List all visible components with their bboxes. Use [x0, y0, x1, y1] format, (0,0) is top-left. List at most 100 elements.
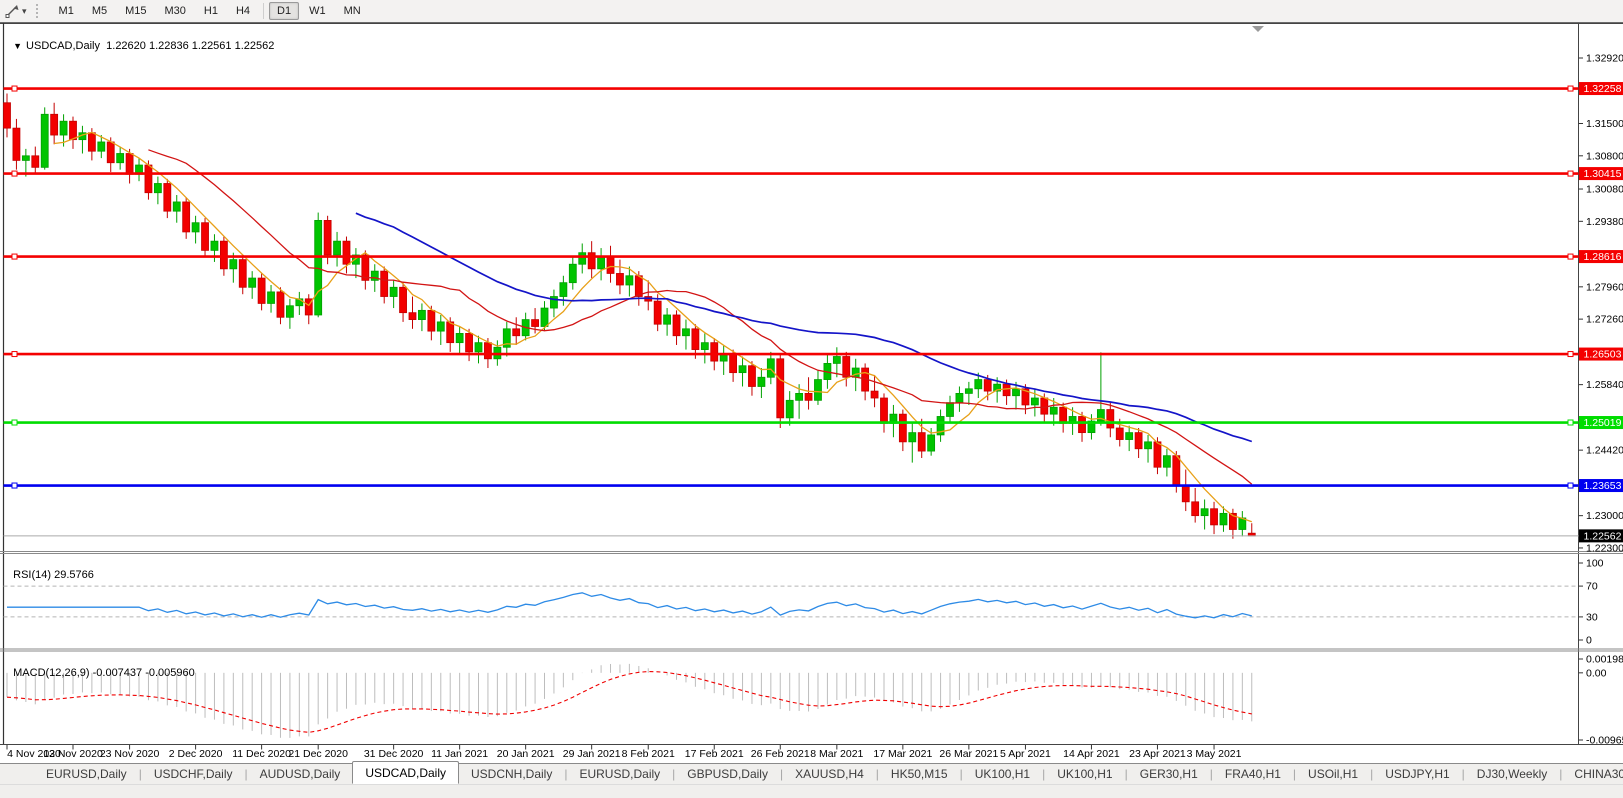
- chart-tab-usdjpy-h1[interactable]: USDJPY,H1: [1373, 764, 1461, 784]
- svg-text:1.32258: 1.32258: [1584, 83, 1622, 95]
- status-bar: [0, 784, 1623, 798]
- chart-tab-eurusd-daily[interactable]: EURUSD,Daily: [567, 764, 672, 784]
- chart-tab-usdchf-daily[interactable]: USDCHF,Daily: [142, 764, 245, 784]
- hline-handle: [1568, 483, 1573, 488]
- svg-text:1.30080: 1.30080: [1586, 184, 1623, 196]
- chart-tab-gbpusd-daily[interactable]: GBPUSD,Daily: [675, 764, 780, 784]
- collapse-arrow-icon[interactable]: ▼: [13, 41, 22, 51]
- hline-handle: [12, 254, 17, 259]
- chart-ohlc-values: 1.22620 1.22836 1.22561 1.22562: [106, 40, 274, 52]
- chart-tab-eurusd-daily[interactable]: EURUSD,Daily: [34, 764, 139, 784]
- timeframe-button-m1[interactable]: M1: [51, 2, 82, 20]
- chart-tab-ger30-h1[interactable]: GER30,H1: [1128, 764, 1210, 784]
- svg-text:1.30415: 1.30415: [1584, 168, 1622, 180]
- hline-handle: [12, 171, 17, 176]
- hline-handle: [12, 352, 17, 357]
- macd-name: MACD(12,26,9): [13, 667, 89, 679]
- chart-tab-audusd-daily[interactable]: AUDUSD,Daily: [248, 764, 353, 784]
- svg-text:1.32920: 1.32920: [1586, 53, 1623, 65]
- svg-text:1.26503: 1.26503: [1584, 349, 1622, 361]
- timeframe-button-h1[interactable]: H1: [196, 2, 226, 20]
- timeframe-button-w1[interactable]: W1: [301, 2, 334, 20]
- svg-text:-0.009659: -0.009659: [1586, 735, 1623, 747]
- chart-tab-xauusd-h4[interactable]: XAUUSD,H4: [783, 764, 876, 784]
- svg-text:1.25840: 1.25840: [1586, 379, 1623, 391]
- chart-tab-dj30-weekly[interactable]: DJ30,Weekly: [1465, 764, 1559, 784]
- svg-text:26 Feb 2021: 26 Feb 2021: [751, 748, 810, 760]
- hline-handle: [1568, 171, 1573, 176]
- svg-text:0.00: 0.00: [1586, 667, 1607, 679]
- svg-text:29 Jan 2021: 29 Jan 2021: [563, 748, 621, 760]
- hline-handle: [1568, 86, 1573, 91]
- svg-text:1.27960: 1.27960: [1586, 281, 1623, 293]
- svg-text:11 Dec 2020: 11 Dec 2020: [232, 748, 291, 760]
- macd-values: -0.007437 -0.005960: [93, 667, 195, 679]
- chart-tab-fra40-h1[interactable]: FRA40,H1: [1213, 764, 1293, 784]
- timeframe-button-h4[interactable]: H4: [228, 2, 258, 20]
- chart-tab-usdcnh-daily[interactable]: USDCNH,Daily: [459, 764, 564, 784]
- svg-text:70: 70: [1586, 581, 1598, 593]
- price-chart[interactable]: 1.32920 1.31500 1.30800 1.30080 1.29380 1.279…: [0, 0, 1623, 763]
- svg-text:5 Apr 2021: 5 Apr 2021: [1000, 748, 1051, 760]
- svg-text:1.23000: 1.23000: [1586, 510, 1623, 522]
- toolbar-grip[interactable]: [36, 4, 41, 18]
- timeframe-button-m15[interactable]: M15: [117, 2, 154, 20]
- svg-text:100: 100: [1586, 558, 1604, 570]
- svg-text:1.29380: 1.29380: [1586, 216, 1623, 228]
- svg-text:1.22300: 1.22300: [1586, 542, 1623, 554]
- svg-text:1.25019: 1.25019: [1584, 417, 1622, 429]
- hline-handle: [1568, 420, 1573, 425]
- svg-text:26 Mar 2021: 26 Mar 2021: [939, 748, 998, 760]
- svg-text:1.27260: 1.27260: [1586, 314, 1623, 326]
- svg-text:1.28616: 1.28616: [1584, 251, 1622, 263]
- svg-text:14 Apr 2021: 14 Apr 2021: [1063, 748, 1120, 760]
- svg-text:31 Dec 2020: 31 Dec 2020: [364, 748, 424, 760]
- rsi-name: RSI(14): [13, 569, 51, 581]
- hline-handle: [1568, 352, 1573, 357]
- chart-tab-uk100-h1[interactable]: UK100,H1: [1045, 764, 1124, 784]
- svg-text:0.001989: 0.001989: [1586, 654, 1623, 666]
- hline-handle: [12, 483, 17, 488]
- trendline-tool-icon[interactable]: [4, 3, 20, 19]
- svg-text:1.23653: 1.23653: [1584, 480, 1622, 492]
- timeframe-button-m30[interactable]: M30: [157, 2, 194, 20]
- svg-text:2 Dec 2020: 2 Dec 2020: [169, 748, 223, 760]
- svg-text:13 Nov 2020: 13 Nov 2020: [43, 748, 103, 760]
- timeframe-button-d1[interactable]: D1: [269, 2, 299, 20]
- hline-handle: [12, 86, 17, 91]
- chart-title: ▼ USDCAD,Daily 1.22620 1.22836 1.22561 1.…: [7, 28, 274, 52]
- chart-tab-usoil-h1[interactable]: USOil,H1: [1296, 764, 1370, 784]
- svg-text:11 Jan 2021: 11 Jan 2021: [431, 748, 488, 760]
- svg-text:17 Feb 2021: 17 Feb 2021: [685, 748, 744, 760]
- chart-tab-china300-h1[interactable]: CHINA300,H1: [1562, 764, 1623, 784]
- svg-text:8 Feb 2021: 8 Feb 2021: [622, 748, 675, 760]
- svg-text:8 Mar 2021: 8 Mar 2021: [810, 748, 863, 760]
- svg-text:1.30800: 1.30800: [1586, 150, 1623, 162]
- rsi-pane-label: RSI(14) 29.5766: [7, 557, 94, 581]
- svg-text:20 Jan 2021: 20 Jan 2021: [497, 748, 555, 760]
- svg-text:17 Mar 2021: 17 Mar 2021: [873, 748, 932, 760]
- chart-symbol: USDCAD,Daily: [26, 40, 100, 52]
- chart-tab-hk50-m15[interactable]: HK50,M15: [879, 764, 960, 784]
- chart-tab-uk100-h1[interactable]: UK100,H1: [963, 764, 1042, 784]
- svg-text:3 May 2021: 3 May 2021: [1187, 748, 1242, 760]
- chart-tab-usdcad-daily[interactable]: USDCAD,Daily: [352, 761, 459, 784]
- svg-text:21 Dec 2020: 21 Dec 2020: [288, 748, 348, 760]
- svg-text:1.24420: 1.24420: [1586, 445, 1623, 457]
- svg-text:30: 30: [1586, 611, 1598, 623]
- timeframe-button-m5[interactable]: M5: [84, 2, 115, 20]
- rsi-value: 29.5766: [54, 569, 94, 581]
- macd-pane-label: MACD(12,26,9) -0.007437 -0.005960: [7, 655, 195, 679]
- current-price-value: 1.22562: [1584, 530, 1622, 542]
- hline-handle: [12, 420, 17, 425]
- chevron-down-icon[interactable]: ▾: [22, 6, 27, 17]
- hline-handle: [1568, 254, 1573, 259]
- svg-text:0: 0: [1586, 635, 1592, 647]
- svg-text:23 Apr 2021: 23 Apr 2021: [1129, 748, 1186, 760]
- svg-text:1.31500: 1.31500: [1586, 118, 1623, 130]
- svg-text:23 Nov 2020: 23 Nov 2020: [100, 748, 160, 760]
- timeframe-button-mn[interactable]: MN: [336, 2, 369, 20]
